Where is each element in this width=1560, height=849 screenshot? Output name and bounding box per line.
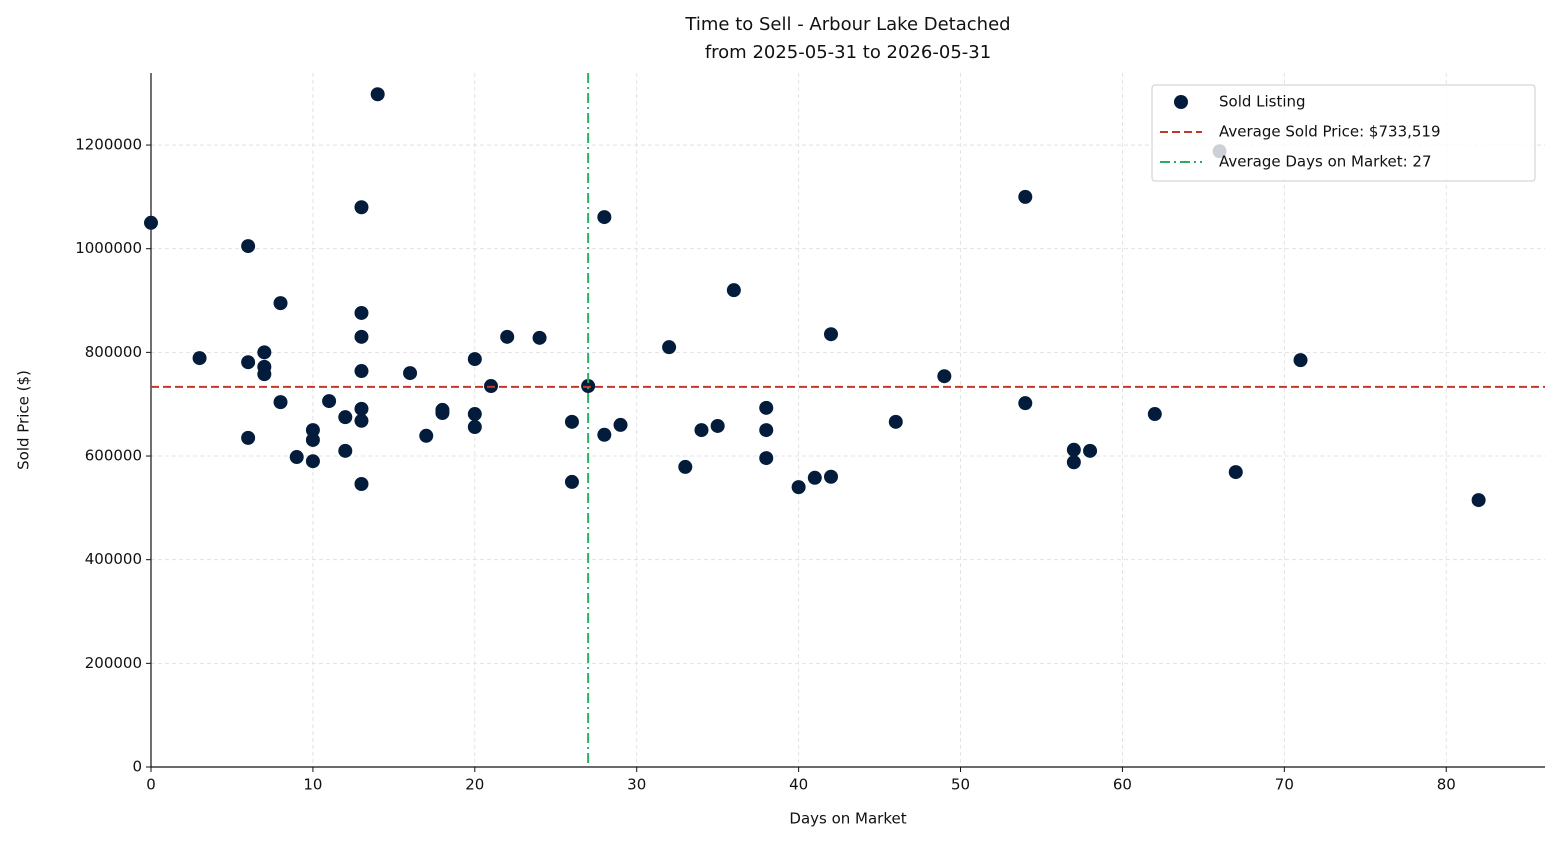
point <box>144 215 158 230</box>
x-tick-label: 0 <box>146 776 156 794</box>
point <box>564 474 579 489</box>
point <box>500 329 515 344</box>
point <box>824 469 838 484</box>
point <box>1018 396 1033 411</box>
point <box>322 394 337 409</box>
point <box>532 330 547 345</box>
point <box>1471 493 1486 508</box>
point <box>403 366 418 381</box>
point <box>807 470 822 485</box>
point <box>1083 443 1098 458</box>
point <box>257 345 272 360</box>
point <box>791 480 806 495</box>
point <box>467 407 482 422</box>
point <box>710 418 725 433</box>
chart-title: Time to Sell - Arbour Lake Detached <box>684 14 1010 35</box>
point <box>338 410 353 425</box>
point <box>257 367 272 382</box>
point <box>354 329 369 344</box>
point <box>241 355 256 370</box>
point <box>678 459 693 474</box>
x-tick-label: 20 <box>465 776 484 794</box>
point <box>597 210 612 225</box>
x-tick-label: 40 <box>789 776 808 794</box>
point <box>1228 465 1243 480</box>
point <box>354 401 369 416</box>
point <box>467 419 482 434</box>
point <box>354 200 369 215</box>
point <box>435 406 450 421</box>
point <box>564 414 579 429</box>
chart-subtitle: from 2025-05-31 to 2026-05-31 <box>705 42 991 63</box>
point <box>662 340 677 355</box>
point <box>467 352 482 367</box>
y-tick-label: 0 <box>132 758 142 776</box>
point <box>354 413 369 428</box>
x-tick-label: 10 <box>303 776 322 794</box>
y-tick-label: 400000 <box>85 550 142 568</box>
point <box>354 477 369 492</box>
y-axis-label: Sold Price ($) <box>15 370 33 470</box>
point <box>370 87 385 102</box>
point <box>1018 189 1033 204</box>
point <box>354 364 369 379</box>
point <box>241 239 256 254</box>
point <box>273 395 288 410</box>
y-tick-label: 600000 <box>85 447 142 465</box>
legend-box <box>1151 84 1536 182</box>
point <box>305 454 320 469</box>
legend-marker <box>1174 95 1188 109</box>
point <box>1293 353 1308 368</box>
x-tick-label: 70 <box>1275 776 1294 794</box>
point <box>1066 442 1081 457</box>
point <box>759 400 774 415</box>
point <box>419 428 434 443</box>
y-tick-label: 1000000 <box>75 239 142 257</box>
point <box>613 417 628 432</box>
point <box>937 369 952 384</box>
legend-label: Average Sold Price: $733,519 <box>1219 123 1441 141</box>
point <box>759 423 774 438</box>
point <box>1147 407 1162 422</box>
y-tick-label: 1200000 <box>75 136 142 154</box>
point <box>338 443 353 458</box>
legend-label: Sold Listing <box>1219 93 1306 111</box>
point <box>597 427 612 442</box>
x-tick-label: 60 <box>1113 776 1132 794</box>
x-tick-label: 30 <box>627 776 646 794</box>
point <box>888 414 903 429</box>
point <box>192 351 207 366</box>
x-axis-label: Days on Market <box>789 810 906 828</box>
point <box>694 423 709 438</box>
x-tick-label: 80 <box>1437 776 1456 794</box>
legend-label: Average Days on Market: 27 <box>1219 153 1432 171</box>
point <box>289 450 304 465</box>
y-tick-label: 200000 <box>85 654 142 672</box>
point <box>273 296 288 311</box>
point <box>726 283 741 298</box>
point <box>305 423 320 438</box>
y-tick-label: 800000 <box>85 343 142 361</box>
point <box>824 327 838 342</box>
point <box>354 305 369 320</box>
point <box>759 451 774 466</box>
point <box>305 432 320 447</box>
point <box>241 430 256 445</box>
point <box>1066 455 1081 470</box>
x-tick-label: 50 <box>951 776 970 794</box>
